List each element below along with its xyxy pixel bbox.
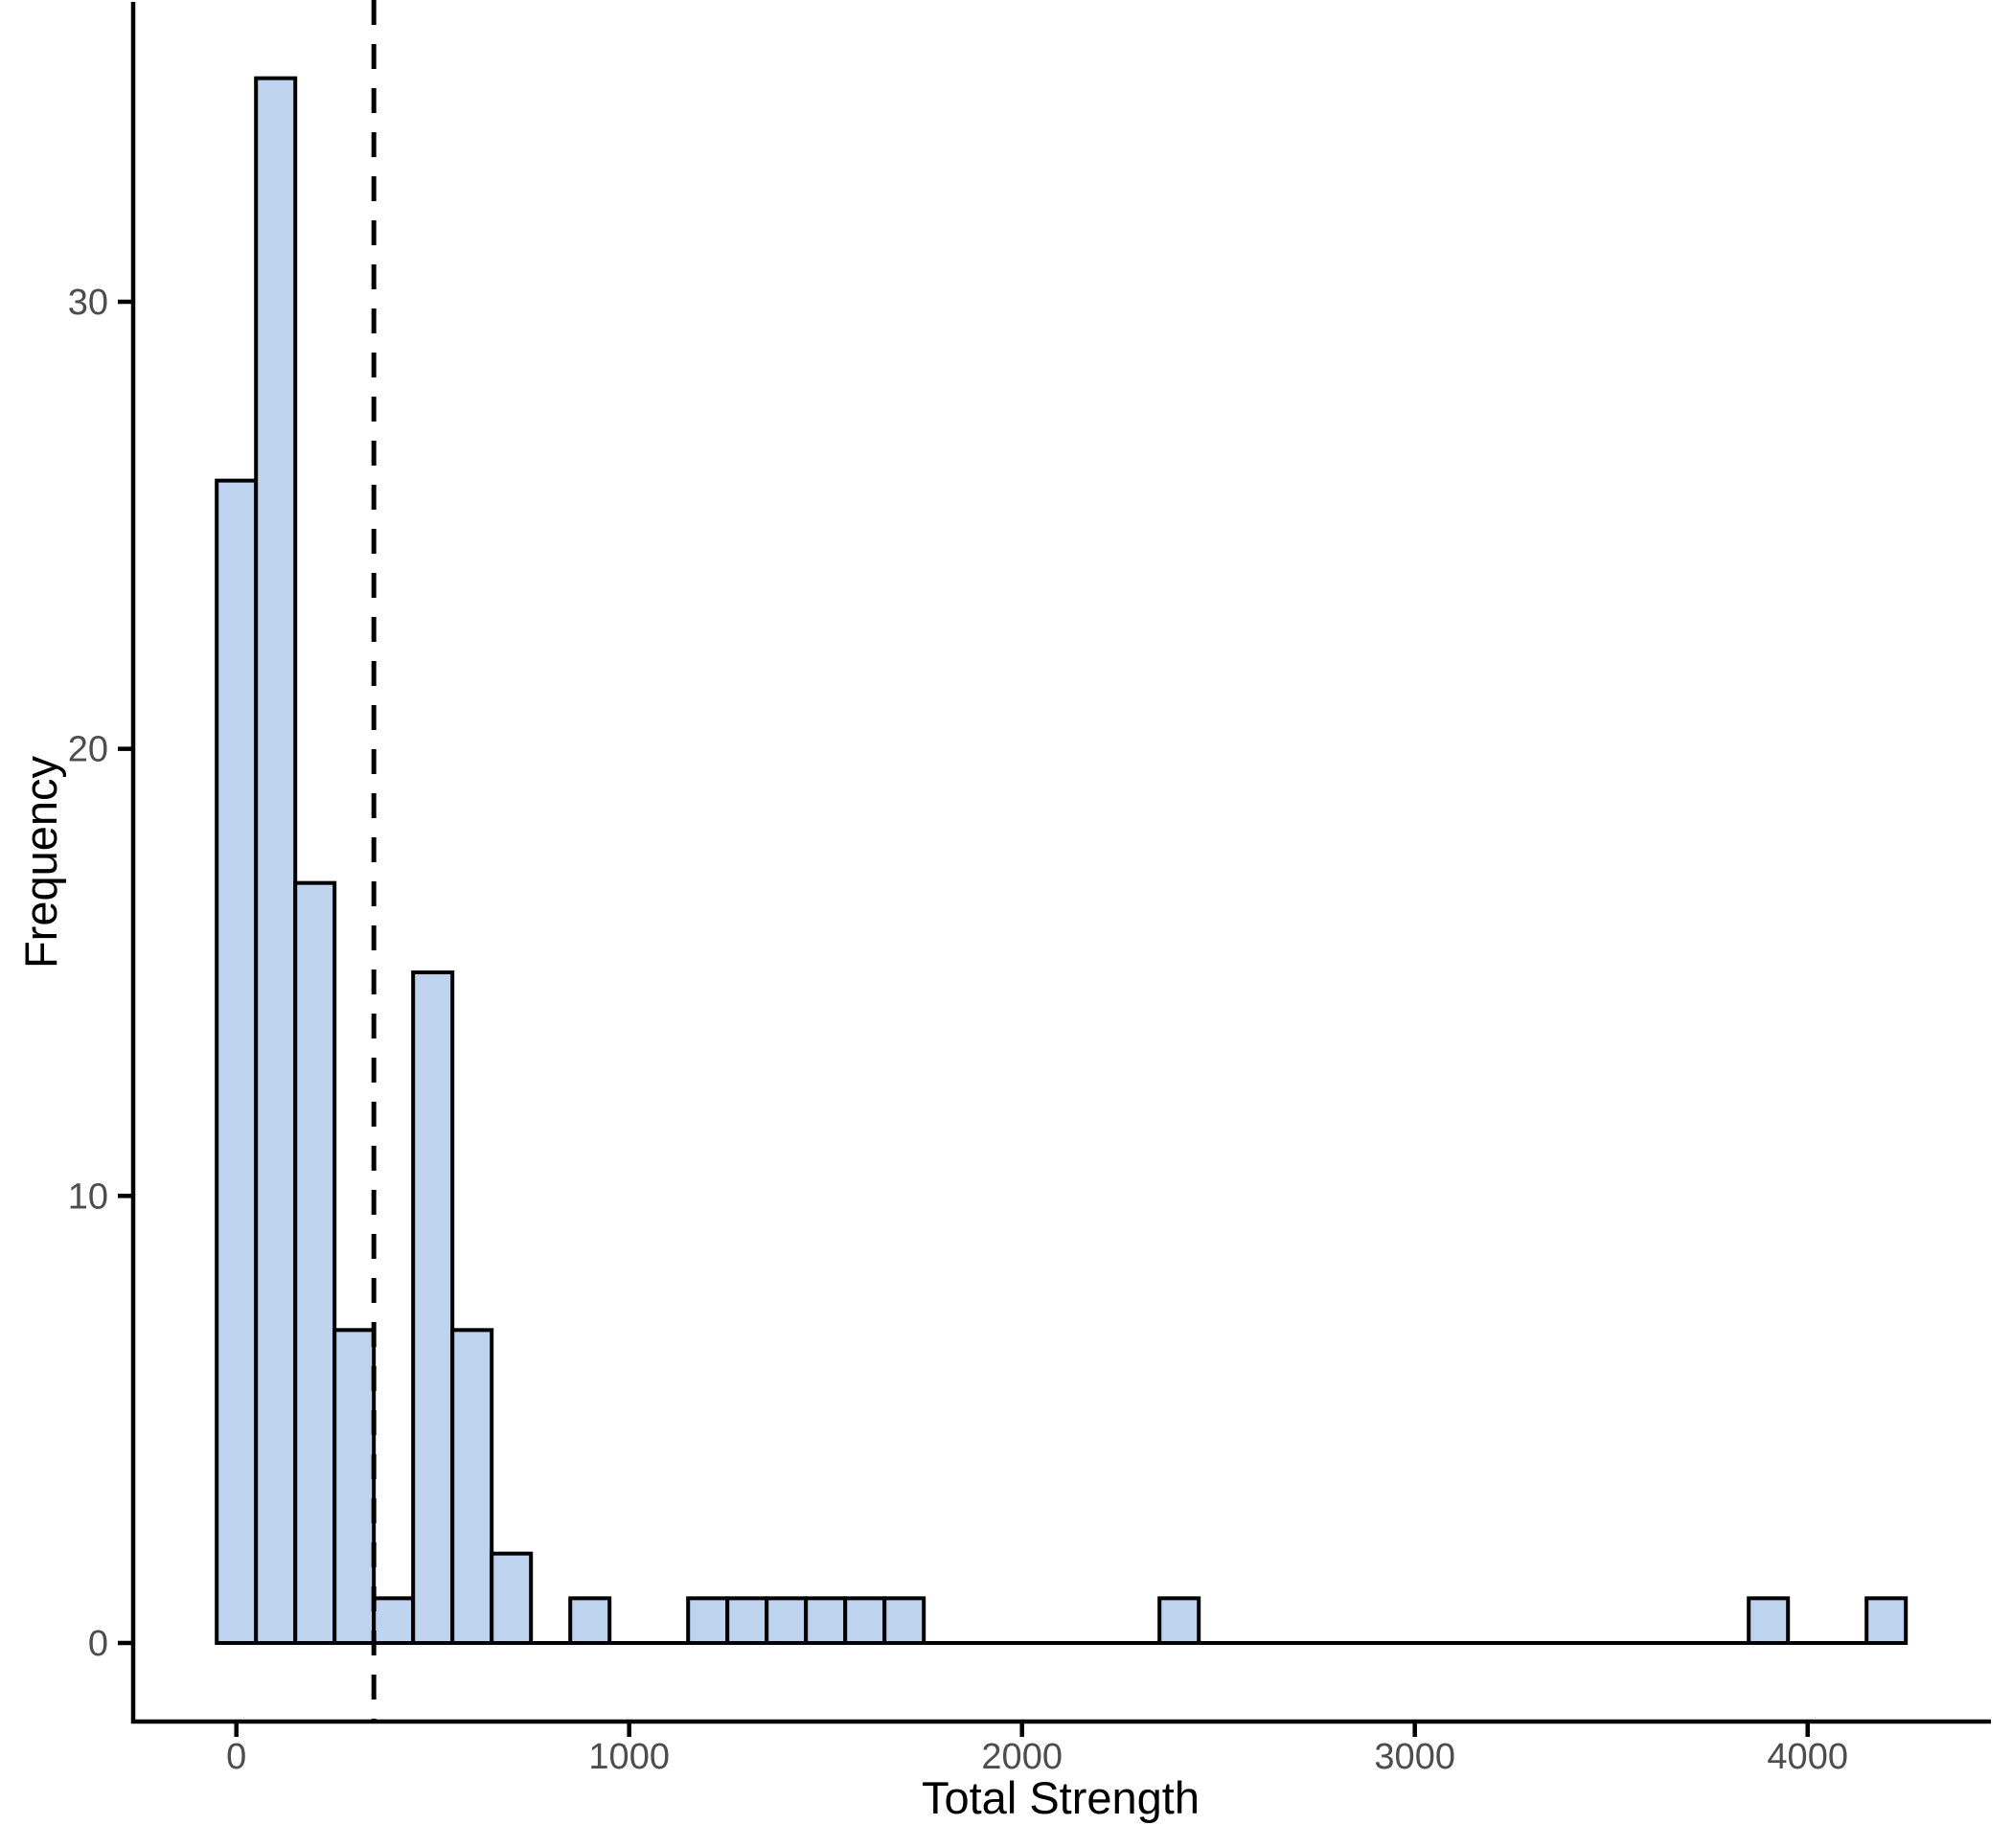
x-tick-label: 4000 — [1767, 1737, 1848, 1777]
histogram-bar — [843, 1596, 887, 1646]
x-tick-label: 2000 — [981, 1737, 1063, 1777]
histogram-bar — [568, 1596, 612, 1646]
histogram-bar — [882, 1596, 926, 1646]
histogram-bar — [1864, 1596, 1909, 1646]
histogram-bar — [804, 1596, 848, 1646]
histogram-bar — [215, 478, 259, 1646]
x-axis-title: Total Strength — [922, 1772, 1200, 1823]
y-axis-title: Frequency — [15, 755, 66, 969]
axes-layer — [130, 2, 1991, 1724]
histogram-bar — [450, 1328, 494, 1646]
histogram-bar — [765, 1596, 809, 1646]
histogram-bar — [490, 1551, 534, 1646]
y-tick-label: 0 — [88, 1624, 108, 1664]
y-tick-label: 20 — [68, 730, 108, 770]
histogram-bar — [686, 1596, 730, 1646]
x-tick-label: 3000 — [1374, 1737, 1455, 1777]
histogram-bar — [372, 1596, 416, 1646]
histogram-bar — [332, 1328, 377, 1646]
y-tick-label: 30 — [68, 283, 108, 323]
tick-labels-layer: 0 1000 2000 3000 4000 0 10 20 30 — [68, 283, 1848, 1777]
histogram-bar — [725, 1596, 769, 1646]
histogram-bars-layer — [215, 76, 1909, 1646]
histogram-bar — [411, 970, 455, 1645]
x-tick-label: 1000 — [588, 1737, 670, 1777]
histogram-bar — [293, 880, 337, 1645]
histogram-bar — [1747, 1596, 1791, 1646]
y-tick-label: 10 — [68, 1176, 108, 1217]
tick-marks-layer — [118, 299, 1810, 1737]
histogram-bar — [254, 76, 298, 1645]
histogram-bar — [1157, 1596, 1201, 1646]
x-tick-label: 0 — [226, 1737, 246, 1777]
